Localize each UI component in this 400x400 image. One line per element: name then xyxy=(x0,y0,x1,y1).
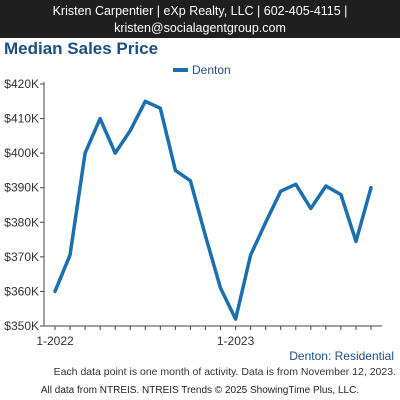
x-tick-label: 1-2022 xyxy=(36,334,74,348)
legend-label-denton: Denton xyxy=(192,63,231,77)
agent-email: kristen@socialagentgroup.com xyxy=(114,21,286,35)
y-tick-label: $360K xyxy=(4,284,39,298)
legend: Denton xyxy=(173,63,231,77)
y-tick-label: $370K xyxy=(4,250,39,264)
chart-title: Median Sales Price xyxy=(4,39,159,58)
y-tick-label: $420K xyxy=(4,77,39,91)
y-tick-label: $390K xyxy=(4,181,39,195)
copyright-note: All data from NTREIS. NTREIS Trends © 20… xyxy=(40,385,360,396)
x-tick-label: 1-2023 xyxy=(217,334,255,348)
y-tick-label: $380K xyxy=(4,215,39,229)
agent-header: Kristen Carpentier | eXp Realty, LLC | 6… xyxy=(0,0,400,38)
footnote: Each data point is one month of activity… xyxy=(53,366,396,378)
y-tick-label: $410K xyxy=(4,112,39,126)
series-line-denton xyxy=(53,99,373,321)
y-axis: $350K $360K $370K $380K $390K $400K $410K $420K xyxy=(4,77,45,333)
y-tick-label: $400K xyxy=(4,146,39,160)
agent-contact-line: Kristen Carpentier | eXp Realty, LLC | 6… xyxy=(52,4,348,18)
y-tick-label: $350K xyxy=(4,319,39,333)
series-layer xyxy=(53,99,373,321)
x-axis: 1-2022 1-2023 xyxy=(36,325,382,348)
chart-subtitle: Denton: Residential xyxy=(289,349,394,363)
